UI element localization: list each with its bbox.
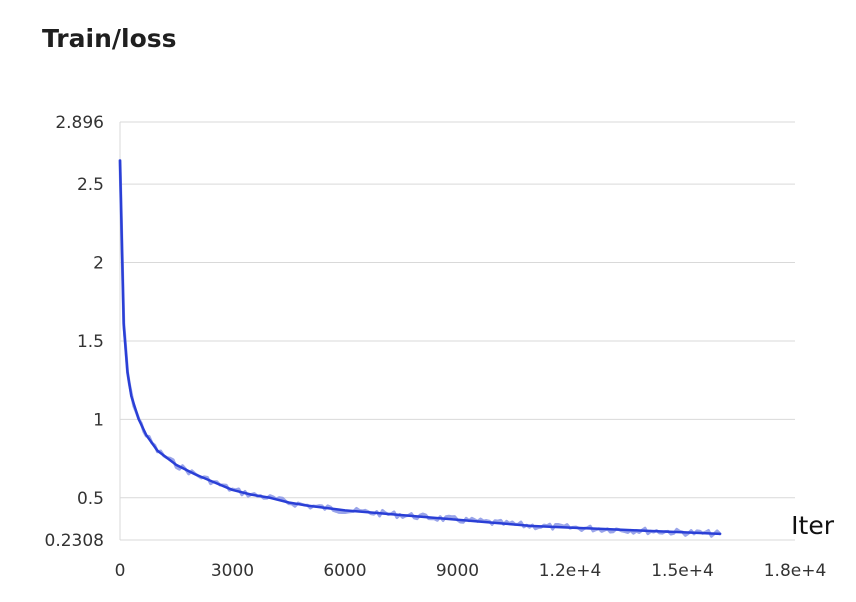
data-point — [156, 449, 159, 452]
x-tick-label: 1.5e+4 — [651, 561, 714, 581]
data-point — [644, 529, 646, 532]
y-tick-label: 2.896 — [55, 113, 104, 133]
data-point — [269, 496, 271, 499]
data-point — [381, 512, 384, 515]
data-point — [494, 522, 496, 524]
grid-layer — [120, 121, 795, 499]
x-tick-label: 3000 — [211, 561, 254, 581]
data-point — [606, 528, 609, 530]
data-point — [122, 324, 125, 327]
axis-layer — [119, 122, 795, 541]
data-point — [344, 509, 346, 512]
data-point — [419, 515, 421, 518]
data-point — [569, 526, 571, 529]
data-point — [719, 533, 721, 535]
data-point — [145, 434, 148, 436]
smoothed-loss-line — [118, 159, 722, 536]
data-point — [119, 159, 121, 162]
data-point — [126, 371, 129, 374]
x-tick-label: 6000 — [323, 561, 366, 581]
data-point — [531, 525, 534, 527]
y-tick-label: 0.5 — [77, 489, 104, 509]
data-point — [231, 489, 234, 491]
x-tick-label: 9000 — [436, 561, 479, 581]
data-point — [456, 518, 459, 521]
x-tick-label: 1.8e+4 — [764, 561, 827, 581]
data-point — [194, 473, 196, 476]
data-point — [681, 531, 684, 534]
series-layer — [118, 159, 722, 538]
data-point — [130, 395, 133, 397]
data-point — [137, 418, 140, 421]
data-point — [287, 501, 290, 504]
y-tick-label: 0.2308 — [45, 531, 104, 551]
label-layer: 0.2308 0.5 1 1.5 2 2.5 2.896 0 3000 6000 9000 1.2e+… — [45, 113, 835, 581]
data-point — [250, 493, 253, 496]
chart-title: Train/loss — [42, 24, 177, 53]
data-point — [306, 504, 309, 507]
data-point — [175, 464, 178, 466]
y-tick-label: 1.5 — [77, 332, 104, 352]
x-tick-label: 0 — [115, 561, 126, 581]
y-tick-label: 2.5 — [77, 175, 104, 195]
x-axis-label: Iter — [791, 511, 835, 540]
x-tick-label: 1.2e+4 — [539, 561, 602, 581]
data-point — [212, 481, 215, 483]
y-tick-label: 2 — [93, 254, 104, 274]
y-tick-label: 1 — [93, 410, 104, 430]
